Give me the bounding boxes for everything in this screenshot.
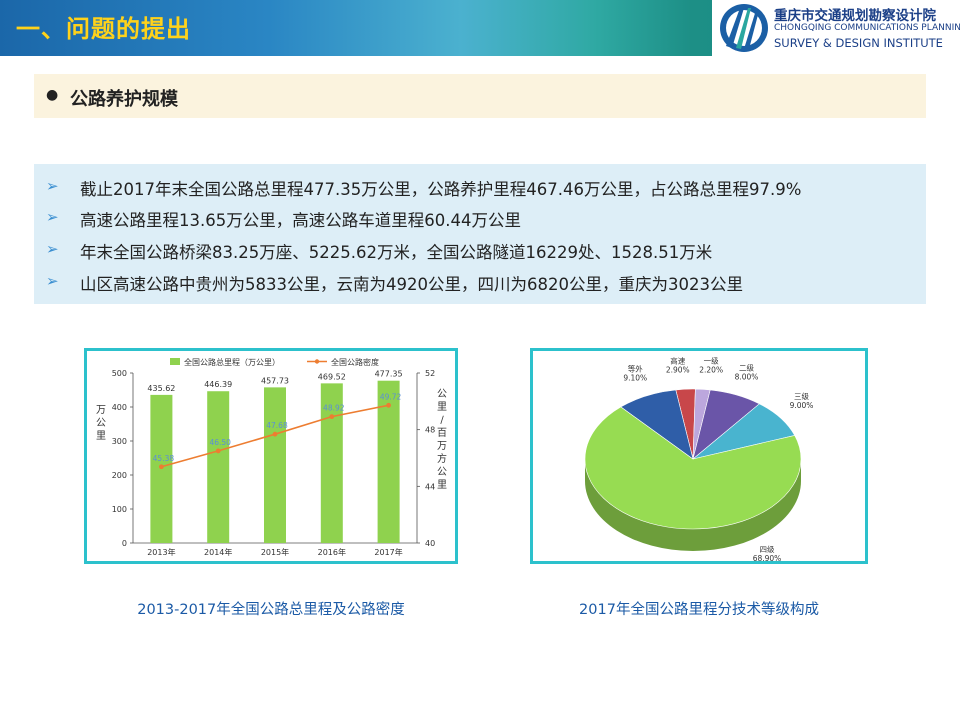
- legend-line-marker: [314, 359, 320, 364]
- y-left-tick-label: 500: [112, 369, 127, 378]
- y-left-axis-title-char: 公: [96, 418, 106, 429]
- pie-value-label: 9.10%: [623, 374, 647, 383]
- pie-value-label: 9.00%: [790, 401, 814, 410]
- pie-category-label: 高速: [670, 355, 685, 365]
- y-right-axis-title-char: 百: [437, 427, 447, 439]
- y-left-axis-title-char: 里: [96, 430, 106, 442]
- section-title: 公路养护规模: [70, 89, 178, 110]
- arrow-bullet-icon: ➢: [46, 208, 59, 226]
- page-title: 一、问题的提出: [16, 15, 191, 43]
- density-value-label: 46.50: [209, 438, 231, 447]
- section-heading: ● 公路养护规模: [34, 74, 926, 118]
- arrow-bullet-icon: ➢: [46, 272, 59, 290]
- pie-category-label: 四级: [760, 544, 775, 554]
- list-item: ➢ 高速公路里程13.65万公里，高速公路车道里程60.44万公里: [34, 205, 926, 235]
- y-left-tick-label: 0: [122, 539, 127, 548]
- bar-value-label: 446.39: [204, 380, 232, 389]
- x-tick-label: 2015年: [261, 547, 289, 557]
- arrow-bullet-icon: ➢: [46, 240, 59, 258]
- logo-name-en-line1: CHONGQING COMMUNICATIONS PLANNING: [774, 23, 960, 33]
- list-item: ➢ 截止2017年末全国公路总里程477.35万公里，公路养护里程467.46万…: [34, 174, 926, 204]
- institute-logo-icon: [720, 4, 768, 52]
- density-point: [215, 448, 221, 454]
- y-right-tick-label: 40: [425, 539, 435, 548]
- list-item-text: 截止2017年末全国公路总里程477.35万公里，公路养护里程467.46万公里…: [80, 180, 802, 199]
- institute-logo: 重庆市交通规划勘察设计院 CHONGQING COMMUNICATIONS PL…: [712, 0, 960, 56]
- pie-category-label: 等外: [628, 364, 643, 374]
- bar-value-label: 477.35: [375, 370, 403, 379]
- density-point: [329, 414, 335, 420]
- bullet-dot-icon: ●: [46, 87, 59, 103]
- list-item: ➢ 年末全国公路桥梁83.25万座、5225.62万米，全国公路隧道16229处…: [34, 237, 926, 267]
- list-item-text: 高速公路里程13.65万公里，高速公路车道里程60.44万公里: [80, 211, 521, 230]
- arrow-bullet-icon: ➢: [46, 177, 59, 195]
- bar-value-label: 435.62: [147, 384, 175, 393]
- bar: [207, 391, 230, 543]
- pie-slice-side: [585, 459, 801, 551]
- y-right-axis-title-char: 方: [437, 452, 447, 465]
- y-left-tick-label: 200: [112, 471, 127, 480]
- density-point: [386, 402, 391, 408]
- pie-value-label: 2.90%: [666, 365, 690, 374]
- logo-name-cn: 重庆市交通规划勘察设计院: [774, 8, 936, 24]
- list-item: ➢ 山区高速公路中贵州为5833公里，云南为4920公里，四川为6820公里，重…: [34, 269, 926, 299]
- y-right-axis-title-char: 公: [437, 467, 447, 478]
- y-right-axis-title-char: 万: [437, 441, 447, 452]
- pie-value-label: 68.90%: [753, 554, 782, 561]
- density-value-label: 47.68: [266, 421, 288, 430]
- bar: [320, 383, 343, 543]
- pie-category-label: 二级: [739, 362, 754, 372]
- right-chart-caption: 2017年全国公路里程分技术等级构成: [579, 602, 819, 618]
- mileage-density-chart: 全国公路总里程（万公里） 全国公路密度 0 100 200 300 400 500 40 44 48…: [96, 357, 447, 557]
- left-chart-caption: 2013-2017年全国公路总里程及公路密度: [137, 602, 405, 618]
- bar-value-label: 457.73: [261, 376, 289, 385]
- y-right-axis-title-char: 公: [437, 389, 447, 400]
- y-right-axis-title-char: ∕: [440, 415, 444, 426]
- y-right-axis-title-char: 里: [437, 401, 447, 413]
- y-right-tick-label: 48: [425, 426, 435, 435]
- pie-slice: [584, 406, 802, 530]
- x-tick-label: 2014年: [204, 547, 232, 557]
- density-value-label: 49.72: [380, 392, 402, 401]
- pie-value-label: 2.20%: [699, 366, 723, 375]
- y-right-tick-label: 52: [425, 369, 435, 378]
- density-value-label: 45.38: [153, 454, 175, 463]
- logo-name-en-line2: SURVEY & DESIGN INSTITUTE: [774, 36, 943, 50]
- list-item-text: 年末全国公路桥梁83.25万座、5225.62万米，全国公路隧道16229处、1…: [80, 243, 713, 262]
- y-right-axis-title-char: 里: [437, 479, 447, 491]
- legend-line-label: 全国公路密度: [331, 357, 379, 367]
- x-tick-label: 2013年: [147, 547, 175, 557]
- pie-category-label: 三级: [794, 391, 809, 401]
- y-left-tick-label: 400: [112, 403, 127, 412]
- legend-bar-swatch: [170, 358, 180, 365]
- pie-category-label: 一级: [704, 356, 719, 366]
- density-point: [159, 464, 164, 470]
- density-value-label: 48.92: [323, 404, 345, 413]
- density-point: [272, 431, 278, 437]
- bullet-list: ➢ 截止2017年末全国公路总里程477.35万公里，公路养护里程467.46万…: [34, 164, 926, 304]
- technical-grade-pie-frame: 高速 2.90% 一级 2.20% 二级 8.00% 三级 9.00% 四级 68.90% 等外 9.…: [530, 348, 868, 564]
- x-tick-label: 2017年: [374, 547, 402, 557]
- header-bar: 一、问题的提出 重庆市交通规划勘察设计院 CHONGQING COMMUNICA…: [0, 0, 960, 56]
- pie-value-label: 8.00%: [735, 372, 759, 381]
- y-left-axis-title-char: 万: [96, 405, 106, 416]
- mileage-density-chart-frame: 全国公路总里程（万公里） 全国公路密度 0 100 200 300 400 500 40 44 48…: [84, 348, 458, 564]
- y-right-tick-label: 44: [425, 482, 435, 491]
- y-left-tick-label: 300: [112, 437, 127, 446]
- pie-slice: [620, 389, 694, 460]
- bar: [377, 380, 400, 543]
- y-left-tick-label: 100: [112, 505, 127, 514]
- list-item-text: 山区高速公路中贵州为5833公里，云南为4920公里，四川为6820公里，重庆为…: [80, 275, 743, 294]
- legend-bar-label: 全国公路总里程（万公里）: [184, 357, 280, 367]
- bar-value-label: 469.52: [318, 372, 346, 381]
- x-tick-label: 2016年: [318, 547, 346, 557]
- bar: [264, 387, 286, 543]
